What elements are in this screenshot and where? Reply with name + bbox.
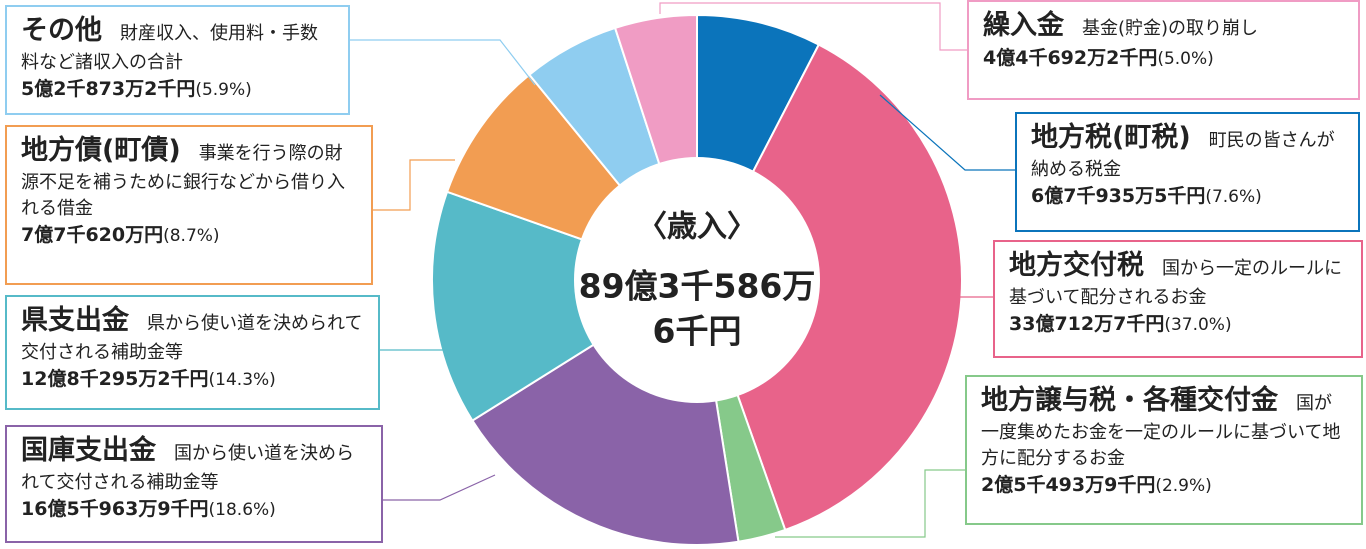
label-box: 地方債(町債) 事業を行う際の財源不足を補うために銀行などから借り入れる借金 7億7… — [5, 125, 373, 285]
amount-line: 7億7千620万円(8.7%) — [21, 222, 357, 250]
leader — [383, 474, 496, 501]
description: 財産収入、使用料・手数料など諸収入の合計 — [21, 23, 318, 74]
category-name: 地方税(町税) — [1031, 122, 1191, 153]
amount: 7億7千620万円 — [21, 224, 164, 247]
leader — [659, 2, 967, 51]
value-label: (37.0%) — [1164, 315, 1232, 336]
value-label: (5.0%) — [1157, 49, 1214, 70]
amount-line: 5億2千873万2千円(5.9%) — [21, 76, 334, 104]
description: 国から使い道を決められて交付される補助金等 — [21, 443, 354, 494]
center-total: 6千円 — [653, 312, 742, 351]
value-label: (2.9%) — [1155, 476, 1212, 497]
value-label: (18.6%) — [208, 500, 276, 521]
category-name: 地方債(町債) — [21, 135, 181, 166]
description: 事業を行う際の財源不足を補うために銀行などから借り入れる借金 — [21, 143, 345, 220]
amount: 12億8千295万2千円 — [21, 368, 209, 391]
amount: 33億712万7千円 — [1009, 313, 1165, 336]
category-name: 国庫支出金 — [21, 435, 156, 466]
description: 町民の皆さんが納める税金 — [1031, 130, 1335, 181]
amount-line: 4億4千692万2千円(5.0%) — [983, 45, 1344, 73]
value-label: (14.3%) — [208, 370, 276, 391]
category-name: 地方交付税 — [1009, 250, 1144, 281]
leader — [350, 39, 536, 86]
label-box: 繰入金 基金(貯金)の取り崩し 4億4千692万2千円(5.0%) — [967, 0, 1360, 100]
label-box: 県支出金 県から使い道を決められて交付される補助金等 12億8千295万2千円(14… — [5, 295, 380, 410]
amount-line: 12億8千295万2千円(14.3%) — [21, 366, 364, 394]
label-box: 地方譲与税・各種交付金 国が一度集めたお金を一定のルールに基づいて地方に配分するお… — [965, 375, 1363, 525]
amount-line: 2億5千493万9千円(2.9%) — [981, 472, 1347, 500]
leader — [775, 469, 965, 538]
value-label: (8.7%) — [163, 226, 220, 247]
description: 基金(貯金)の取り崩し — [1082, 18, 1259, 39]
center-title: 〈歳入〉 — [637, 210, 757, 245]
category-name: 県支出金 — [21, 305, 129, 336]
donut-hole — [574, 157, 820, 403]
amount-line: 33億712万7千円(37.0%) — [1009, 311, 1347, 339]
leader — [879, 94, 1015, 171]
center-total: 89億3千586万 — [579, 267, 816, 306]
leader — [373, 159, 455, 211]
amount: 16億5千963万9千円 — [21, 498, 209, 521]
label-box: 国庫支出金 国から使い道を決められて交付される補助金等 16億5千963万9千円(1… — [5, 425, 383, 543]
description: 国が一度集めたお金を一定のルールに基づいて地方に配分するお金 — [981, 393, 1341, 470]
description: 国から一定のルールに基づいて配分されるお金 — [1009, 258, 1342, 309]
category-name: 地方譲与税・各種交付金 — [981, 385, 1278, 416]
amount: 4億4千692万2千円 — [983, 47, 1158, 70]
amount-line: 6億7千935万5千円(7.6%) — [1031, 183, 1344, 211]
label-box: 地方税(町税) 町民の皆さんが納める税金 6億7千935万5千円(7.6%) — [1015, 112, 1360, 232]
value-label: (7.6%) — [1205, 187, 1262, 208]
category-name: その他 — [21, 15, 102, 46]
label-box: 地方交付税 国から一定のルールに基づいて配分されるお金 33億712万7千円(37.… — [993, 240, 1363, 358]
amount: 2億5千493万9千円 — [981, 474, 1156, 497]
slice — [431, 190, 700, 422]
amount-line: 16億5千963万9千円(18.6%) — [21, 496, 367, 524]
slice — [695, 43, 963, 532]
value-label: (5.9%) — [195, 80, 252, 101]
category-name: 繰入金 — [983, 10, 1064, 41]
amount: 5億2千873万2千円 — [21, 78, 196, 101]
amount: 6億7千935万5千円 — [1031, 185, 1206, 208]
description: 県から使い道を決められて交付される補助金等 — [21, 313, 363, 364]
label-box: その他 財産収入、使用料・手数料など諸収入の合計 5億2千873万2千円(5.9%) — [5, 5, 350, 115]
